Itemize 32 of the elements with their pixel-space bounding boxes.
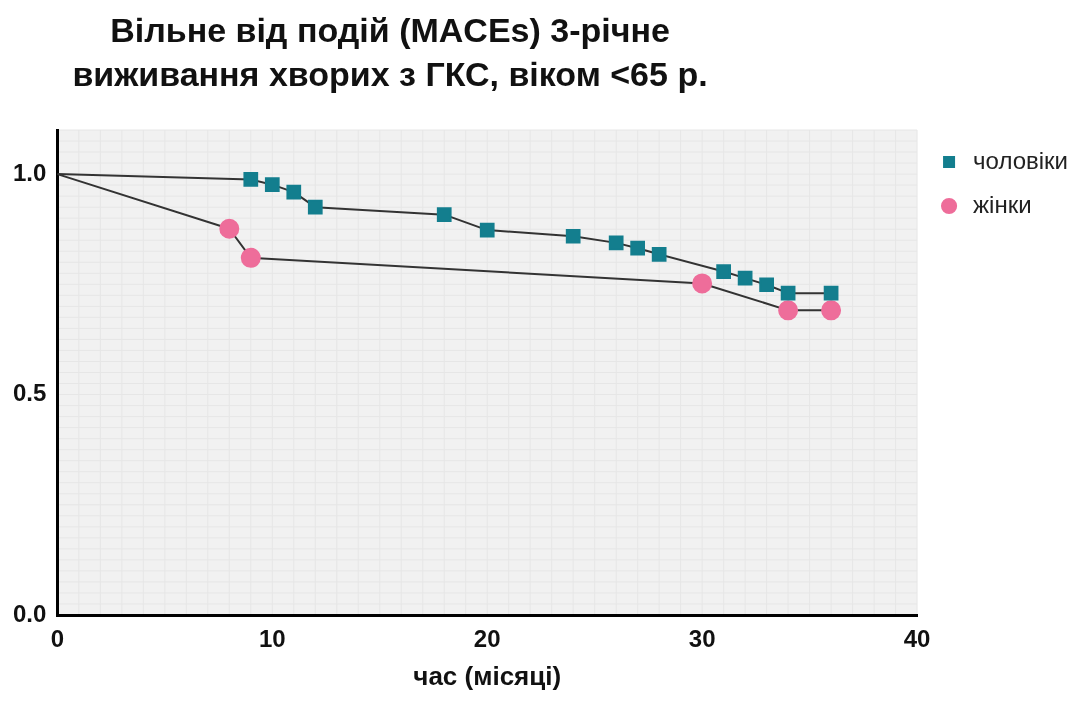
- x-tick-label: 0: [50, 625, 65, 653]
- chart-title: Вільне від подій (MACEs) 3-річне виживання хворих з ГКС, віком <65 р.: [71, 10, 709, 95]
- legend-label: чоловіки: [973, 146, 1068, 174]
- point: [264, 177, 280, 193]
- point: [778, 300, 799, 321]
- point: [692, 273, 713, 294]
- y-tick-label: 1.0: [12, 158, 47, 186]
- point: [716, 264, 731, 279]
- x-tick-label: 10: [258, 625, 286, 653]
- point: [286, 184, 302, 200]
- point: [608, 235, 624, 251]
- point: [823, 285, 839, 301]
- point: [307, 199, 323, 215]
- y-tick-label: 0.5: [12, 379, 47, 407]
- point: [651, 246, 667, 262]
- y-tick-label: 0.0: [12, 599, 47, 627]
- x-tick-label: 40: [903, 625, 931, 653]
- x-tick-label: 30: [688, 625, 716, 653]
- point: [759, 277, 774, 293]
- point: [630, 240, 646, 256]
- point: [240, 247, 261, 268]
- x-tick-label: 20: [473, 625, 501, 653]
- point: [737, 270, 753, 286]
- legend-label: жінки: [973, 190, 1032, 218]
- point: [565, 228, 581, 244]
- point: [479, 222, 495, 238]
- point: [219, 218, 240, 239]
- point: [243, 172, 259, 187]
- point: [821, 300, 842, 321]
- x-axis-title: час (місяці): [413, 660, 562, 691]
- point: [436, 207, 452, 223]
- point: [780, 285, 796, 301]
